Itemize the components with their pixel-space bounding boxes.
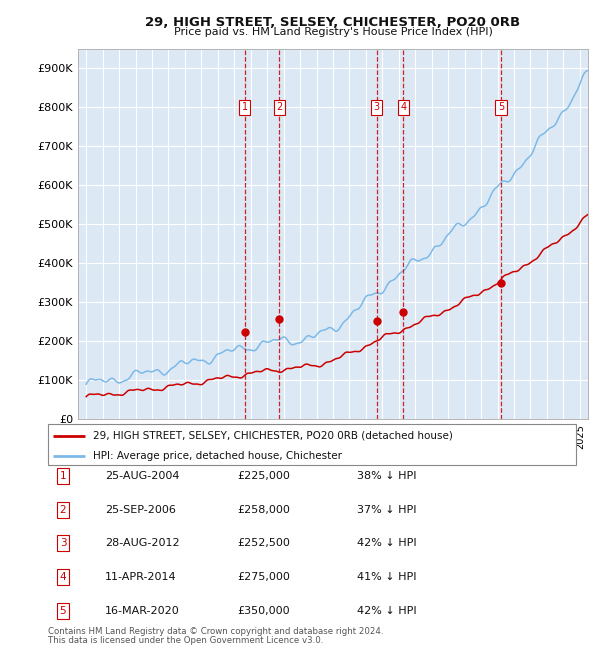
Text: 2: 2 — [59, 504, 67, 515]
Text: 3: 3 — [374, 102, 380, 112]
Text: Contains HM Land Registry data © Crown copyright and database right 2024.: Contains HM Land Registry data © Crown c… — [48, 627, 383, 636]
Text: £225,000: £225,000 — [237, 471, 290, 481]
Text: 16-MAR-2020: 16-MAR-2020 — [105, 606, 180, 616]
Text: 38% ↓ HPI: 38% ↓ HPI — [357, 471, 416, 481]
Text: 29, HIGH STREET, SELSEY, CHICHESTER, PO20 0RB: 29, HIGH STREET, SELSEY, CHICHESTER, PO2… — [145, 16, 521, 29]
Text: 37% ↓ HPI: 37% ↓ HPI — [357, 504, 416, 515]
Text: Price paid vs. HM Land Registry's House Price Index (HPI): Price paid vs. HM Land Registry's House … — [173, 27, 493, 37]
Text: HPI: Average price, detached house, Chichester: HPI: Average price, detached house, Chic… — [93, 451, 342, 461]
Text: 28-AUG-2012: 28-AUG-2012 — [105, 538, 179, 549]
Text: 4: 4 — [400, 102, 406, 112]
Text: 1: 1 — [242, 102, 248, 112]
Text: 25-SEP-2006: 25-SEP-2006 — [105, 504, 176, 515]
Text: 11-APR-2014: 11-APR-2014 — [105, 572, 176, 582]
FancyBboxPatch shape — [48, 424, 576, 465]
Text: 5: 5 — [59, 606, 67, 616]
Text: 1: 1 — [59, 471, 67, 481]
Text: 29, HIGH STREET, SELSEY, CHICHESTER, PO20 0RB (detached house): 29, HIGH STREET, SELSEY, CHICHESTER, PO2… — [93, 431, 453, 441]
Text: 4: 4 — [59, 572, 67, 582]
Text: 41% ↓ HPI: 41% ↓ HPI — [357, 572, 416, 582]
Text: 5: 5 — [498, 102, 504, 112]
Text: £275,000: £275,000 — [237, 572, 290, 582]
Text: £258,000: £258,000 — [237, 504, 290, 515]
Text: 3: 3 — [59, 538, 67, 549]
Text: 25-AUG-2004: 25-AUG-2004 — [105, 471, 179, 481]
Text: £350,000: £350,000 — [237, 606, 290, 616]
Text: 42% ↓ HPI: 42% ↓ HPI — [357, 538, 416, 549]
Text: 2: 2 — [276, 102, 283, 112]
Text: This data is licensed under the Open Government Licence v3.0.: This data is licensed under the Open Gov… — [48, 636, 323, 645]
Text: £252,500: £252,500 — [237, 538, 290, 549]
Text: 42% ↓ HPI: 42% ↓ HPI — [357, 606, 416, 616]
